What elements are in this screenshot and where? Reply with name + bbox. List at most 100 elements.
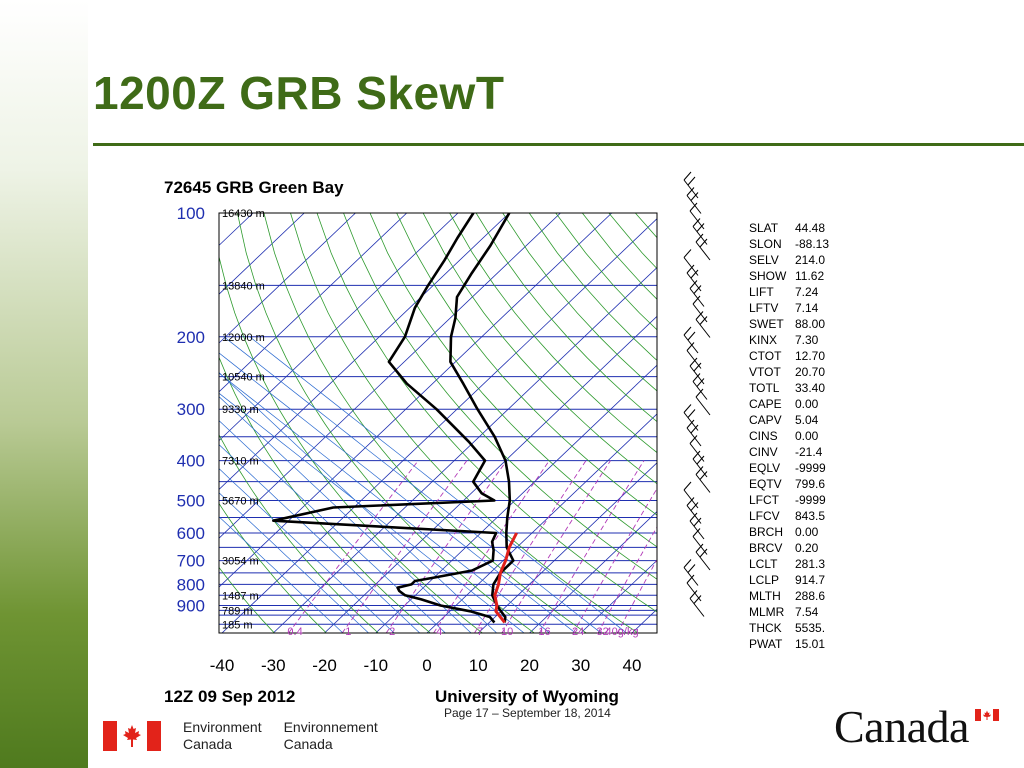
wind-barb <box>695 388 711 416</box>
index-value: 5535. <box>795 621 825 635</box>
mixing-ratio-label: 24 <box>572 626 584 638</box>
index-key: CAPV <box>749 413 782 427</box>
wind-barb <box>692 450 708 478</box>
index-key: CTOT <box>749 349 782 363</box>
index-value: 33.40 <box>795 381 825 395</box>
wind-barb <box>695 466 711 493</box>
wind-barb <box>689 590 705 617</box>
index-key: LIFT <box>749 285 774 299</box>
isotherm-line <box>221 218 657 633</box>
index-key: CINS <box>749 429 778 443</box>
wind-barb <box>686 497 702 524</box>
pressure-label: 600 <box>177 524 205 543</box>
index-value: 288.6 <box>795 589 825 603</box>
wind-barb <box>692 528 708 555</box>
mixing-ratio-label: 16 <box>538 626 550 638</box>
canada-flag-icon <box>103 721 161 751</box>
isotherm-line <box>219 213 305 295</box>
index-key: SHOW <box>749 269 787 283</box>
canada-wordmark: Canada <box>834 701 969 752</box>
x-tick-label: 30 <box>571 656 590 675</box>
index-value: -88.13 <box>795 237 829 251</box>
index-value: 7.30 <box>795 333 819 347</box>
pressure-label: 700 <box>177 552 205 571</box>
index-key: THCK <box>749 621 782 635</box>
isotherm-line <box>477 462 657 633</box>
pressure-label: 900 <box>177 596 205 615</box>
isotherm-line <box>219 213 561 539</box>
pressure-label: 300 <box>177 400 205 419</box>
isotherm-line <box>580 559 657 633</box>
dry-adiabat <box>422 213 657 485</box>
pressure-label: 800 <box>177 575 205 594</box>
isotherm-line <box>375 364 657 633</box>
index-key: SWET <box>749 317 784 331</box>
wind-barb <box>683 404 699 431</box>
index-value: -9999 <box>795 493 826 507</box>
index-value: 44.48 <box>795 221 825 235</box>
mixing-ratio-label: 0.4 <box>287 626 302 638</box>
wind-barb <box>692 218 708 245</box>
x-tick-label: -10 <box>363 656 388 675</box>
height-label: 16430 m <box>222 208 265 220</box>
wind-barb <box>692 295 708 323</box>
index-value: 15.01 <box>795 637 825 651</box>
wind-barb <box>689 357 705 385</box>
profile-parcel <box>493 532 518 624</box>
dry-adiabat <box>634 213 657 239</box>
index-key: EQTV <box>749 477 782 491</box>
height-label: 1487 m <box>222 590 259 602</box>
index-value: -9999 <box>795 461 826 475</box>
mixing-ratio-line <box>385 460 508 633</box>
x-tick-label: 20 <box>520 656 539 675</box>
profile-temperature <box>449 213 515 623</box>
moist-adiabat <box>219 392 525 633</box>
mixing-ratio-line <box>597 526 657 633</box>
height-label: 3054 m <box>222 556 259 568</box>
index-key: TOTL <box>749 381 780 395</box>
isotherm-line <box>219 213 254 246</box>
index-key: SLAT <box>749 221 779 235</box>
index-key: SLON <box>749 237 782 251</box>
slide-title: 1200Z GRB SkewT <box>93 67 505 119</box>
dry-adiabat <box>449 213 657 454</box>
index-value: 843.5 <box>795 509 825 523</box>
isotherm-line <box>219 213 459 442</box>
title-rule <box>93 143 1024 146</box>
index-value: 214.0 <box>795 253 825 267</box>
wind-barb <box>683 249 699 276</box>
environment-canada-logo: Environment Canada Environnement Canada <box>103 718 378 754</box>
chart-title: 72645 GRB Green Bay <box>164 178 344 197</box>
index-key: BRCV <box>749 541 782 555</box>
index-key: LFCT <box>749 493 780 507</box>
index-value: 799.6 <box>795 477 825 491</box>
height-label: 7310 m <box>222 456 259 468</box>
index-value: 7.54 <box>795 605 819 619</box>
index-key: MLTH <box>749 589 781 603</box>
chart-source: University of Wyoming <box>435 687 619 706</box>
height-label: 12000 m <box>222 332 265 344</box>
isotherm-line <box>683 213 1024 633</box>
index-value: 281.3 <box>795 557 825 571</box>
mixing-ratio-label: 4 <box>436 626 442 638</box>
wind-barb <box>695 543 711 571</box>
x-tick-label: 40 <box>623 656 642 675</box>
index-value: 20.70 <box>795 365 825 379</box>
index-value: -21.4 <box>795 445 823 459</box>
index-key: PWAT <box>749 637 783 651</box>
isotherm-line <box>219 213 408 393</box>
wind-barb <box>683 559 699 586</box>
isotherm-line <box>529 511 657 633</box>
moist-adiabat <box>219 352 576 633</box>
dry-adiabat <box>343 213 657 580</box>
side-gradient <box>0 0 88 768</box>
index-key: LFCV <box>749 509 780 523</box>
isotherm-line <box>426 413 657 633</box>
mixing-ratio-label: 32 <box>597 626 609 638</box>
height-label: 9330 m <box>222 404 259 416</box>
wind-barb <box>692 373 708 400</box>
dry-adiabat <box>219 566 275 633</box>
wordmark-flag-icon <box>975 709 999 721</box>
dept-name-fr: Environnement Canada <box>283 719 378 752</box>
